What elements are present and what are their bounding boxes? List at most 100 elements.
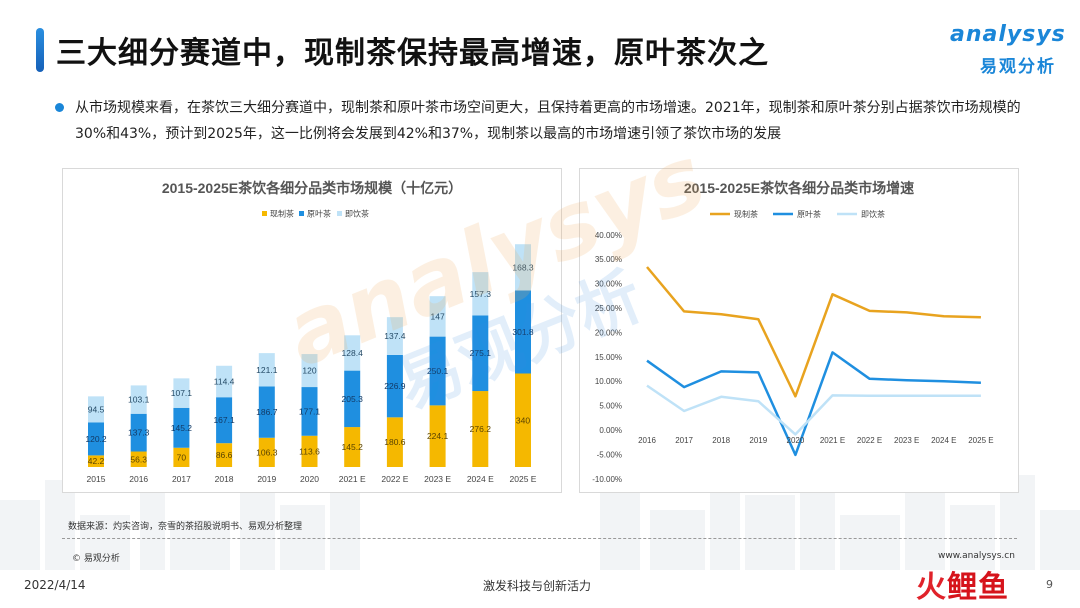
x-tick-label: 2020 <box>300 474 319 484</box>
bar-data-label: 275.1 <box>470 348 492 358</box>
x-tick-label: 2021 E <box>339 474 366 484</box>
bar-segment <box>173 407 190 448</box>
bar-data-label: 250.1 <box>427 366 449 376</box>
legend-swatch <box>337 211 342 216</box>
bar-segment <box>216 397 233 444</box>
bar-chart-legend: 现制茶 原叶茶 即饮茶 <box>262 209 369 219</box>
y-tick-label: 25.00% <box>595 304 622 313</box>
bar-segment <box>515 290 531 374</box>
bar-data-label: 224.1 <box>427 431 449 441</box>
line-chart-legend: 现制茶 原叶茶 即饮茶 <box>710 209 885 219</box>
copyright-note: © 易观分析 <box>72 554 120 564</box>
series-line <box>646 384 981 436</box>
bar-segment <box>88 422 104 456</box>
bar-data-label: 94.5 <box>88 404 105 414</box>
footer-slogan: 激发科技与创新活力 <box>483 579 592 593</box>
x-tick-label: 2024 E <box>467 474 494 484</box>
legend-label: 现制茶 <box>734 209 758 219</box>
x-tick-label: 2022 E <box>857 436 882 445</box>
bar-data-label: 86.6 <box>216 450 233 460</box>
bar-data-label: 145.2 <box>342 442 364 452</box>
bar-data-label: 226.9 <box>384 381 406 391</box>
bar-data-label: 168.3 <box>512 262 534 272</box>
bullet-icon <box>55 103 64 112</box>
bar-chart-data-labels: 42.2 120.2 94.5 56.3 137.3 103.1 70 145.2 107.1 8… <box>85 262 534 466</box>
bar-segment <box>515 244 531 291</box>
legend-swatch <box>262 211 267 216</box>
bar-data-label: 113.6 <box>299 446 320 456</box>
x-tick-label: 2023 E <box>894 436 919 445</box>
footer-brand-logo: 火鲤鱼 <box>916 562 1009 606</box>
line-chart-title: 2015-2025E茶饮各细分品类市场增速 <box>684 180 914 196</box>
bar-segment <box>429 405 446 467</box>
series-line <box>646 351 981 457</box>
x-tick-label: 2025 E <box>510 474 537 484</box>
bar-segment <box>429 296 446 337</box>
bar-data-label: 137.4 <box>384 331 406 341</box>
bar-data-label: 180.6 <box>384 437 406 447</box>
bar-data-label: 107.1 <box>171 388 193 398</box>
y-tick-label: 35.00% <box>595 255 622 264</box>
x-tick-label: 2024 E <box>931 436 956 445</box>
bar-data-label: 340 <box>516 415 530 425</box>
y-tick-label: 30.00% <box>595 280 622 289</box>
bar-segment <box>472 391 489 467</box>
bar-segment <box>472 315 489 392</box>
bar-data-label: 128.4 <box>342 348 364 358</box>
page-number: 9 <box>1046 578 1053 591</box>
line-chart-marks <box>646 266 981 457</box>
bar-segment <box>216 443 233 467</box>
legend-label: 原叶茶 <box>797 209 821 219</box>
bar-segment <box>88 396 104 423</box>
x-tick-label: 2018 <box>215 474 234 484</box>
y-tick-label: 20.00% <box>595 328 622 337</box>
bar-data-label: 120 <box>302 366 316 376</box>
website-link: www.analysys.cn <box>938 551 1015 561</box>
bar-data-label: 120.2 <box>85 434 107 444</box>
bar-data-label: 145.2 <box>171 423 193 433</box>
bar-segment <box>344 370 361 428</box>
bar-segment <box>386 317 403 355</box>
y-tick-label: 15.00% <box>595 353 622 362</box>
bar-segment <box>130 413 147 452</box>
bar-data-label: 147 <box>431 311 445 321</box>
line-chart-x-axis: 2016 2017 2018 2019 2020 2021 E 2022 E 2023 E 20… <box>638 436 993 445</box>
x-tick-label: 2018 <box>712 436 730 445</box>
bar-segment <box>258 386 275 438</box>
footer-brand-part2: 鲤鱼 <box>947 570 1009 605</box>
bar-segment <box>386 417 403 467</box>
bar-data-label: 114.4 <box>214 377 235 387</box>
y-tick-label: 10.00% <box>595 377 622 386</box>
bar-segment <box>216 365 233 398</box>
x-tick-label: 2020 <box>787 436 805 445</box>
y-tick-label: 40.00% <box>595 231 622 240</box>
bar-segment <box>301 435 318 467</box>
summary-text: 从市场规模来看，在茶饮三大细分赛道中，现制茶和原叶茶市场空间更大，且保持着更高的… <box>75 100 1021 142</box>
analysys-logo: analysys 易观分析 <box>950 22 1065 82</box>
bar-data-label: 186.7 <box>256 407 278 417</box>
bar-chart-title: 2015-2025E茶饮各细分品类市场规模（十亿元） <box>162 180 462 196</box>
bar-data-label: 137.3 <box>128 428 150 438</box>
divider <box>62 538 1017 539</box>
bar-segment <box>515 373 531 467</box>
y-tick-label: 0.00% <box>599 426 622 435</box>
bar-data-label: 276.2 <box>470 424 492 434</box>
bar-data-label: 103.1 <box>128 395 150 405</box>
x-tick-label: 2017 <box>675 436 693 445</box>
line-chart-y-axis: 40.00% 35.00% 30.00% 25.00% 20.00% 15.00% 10.0… <box>592 231 622 484</box>
bar-data-label: 121.1 <box>256 365 278 375</box>
growth-rate-line-chart: 2015-2025E茶饮各细分品类市场增速 现制茶 原叶茶 即饮茶 40.00% 35… <box>592 180 993 484</box>
x-tick-label: 2022 E <box>381 474 408 484</box>
bar-data-label: 42.2 <box>88 456 105 466</box>
legend-swatch <box>299 211 304 216</box>
y-tick-label: -5.00% <box>597 450 622 459</box>
x-tick-label: 2021 E <box>820 436 845 445</box>
bar-data-label: 106.3 <box>256 447 278 457</box>
legend-label: 原叶茶 <box>307 209 331 219</box>
logo-word: analysys <box>950 22 1066 47</box>
x-tick-label: 2019 <box>257 474 276 484</box>
bar-data-label: 157.3 <box>470 289 492 299</box>
x-tick-label: 2017 <box>172 474 191 484</box>
market-size-chart-panel: 2015-2025E茶饮各细分品类市场规模（十亿元） 现制茶 原叶茶 即饮茶 42.… <box>62 168 562 493</box>
bar-data-label: 70 <box>177 452 187 462</box>
